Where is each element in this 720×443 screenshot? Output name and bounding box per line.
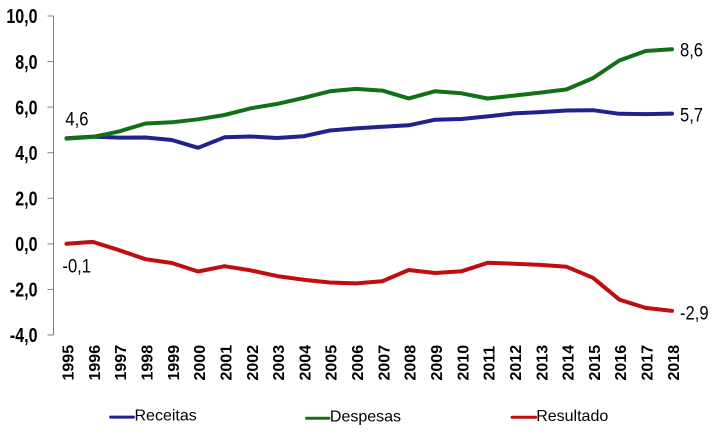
svg-text:2018: 2018 bbox=[666, 345, 683, 381]
svg-text:2006: 2006 bbox=[350, 345, 367, 381]
svg-text:2003: 2003 bbox=[271, 345, 288, 381]
svg-text:1999: 1999 bbox=[166, 345, 183, 381]
svg-text:2000: 2000 bbox=[192, 345, 209, 381]
svg-text:2009: 2009 bbox=[429, 345, 446, 381]
svg-text:-4,0: -4,0 bbox=[10, 325, 38, 347]
svg-text:2013: 2013 bbox=[534, 345, 551, 381]
svg-text:-2,0: -2,0 bbox=[10, 279, 38, 301]
svg-text:1997: 1997 bbox=[113, 345, 130, 381]
svg-text:1998: 1998 bbox=[139, 345, 156, 381]
svg-text:2015: 2015 bbox=[587, 345, 604, 381]
svg-text:Resultado: Resultado bbox=[536, 408, 608, 425]
svg-text:2016: 2016 bbox=[613, 345, 630, 381]
svg-text:-0,1: -0,1 bbox=[62, 255, 91, 277]
svg-text:2001: 2001 bbox=[218, 345, 235, 381]
svg-text:2008: 2008 bbox=[403, 345, 420, 381]
svg-text:1996: 1996 bbox=[87, 345, 104, 381]
svg-text:4,0: 4,0 bbox=[15, 142, 37, 164]
svg-text:Receitas: Receitas bbox=[135, 408, 197, 425]
svg-text:2010: 2010 bbox=[455, 345, 472, 381]
svg-text:2,0: 2,0 bbox=[15, 188, 37, 210]
svg-text:2014: 2014 bbox=[561, 345, 578, 381]
svg-text:10,0: 10,0 bbox=[6, 6, 37, 28]
svg-text:2004: 2004 bbox=[297, 345, 314, 381]
svg-text:0,0: 0,0 bbox=[15, 233, 37, 255]
svg-text:2012: 2012 bbox=[508, 345, 525, 381]
svg-text:8,0: 8,0 bbox=[15, 51, 37, 73]
svg-text:4,6: 4,6 bbox=[65, 108, 88, 130]
svg-text:1995: 1995 bbox=[60, 345, 77, 381]
svg-text:5,7: 5,7 bbox=[680, 104, 703, 126]
svg-text:Despesas: Despesas bbox=[330, 409, 401, 426]
svg-text:-2,9: -2,9 bbox=[680, 302, 709, 324]
svg-text:2007: 2007 bbox=[376, 345, 393, 381]
svg-text:2011: 2011 bbox=[482, 346, 499, 381]
svg-text:2002: 2002 bbox=[245, 345, 262, 381]
svg-text:6,0: 6,0 bbox=[15, 97, 37, 119]
svg-text:8,6: 8,6 bbox=[680, 39, 703, 61]
svg-text:2017: 2017 bbox=[640, 345, 657, 381]
svg-text:2005: 2005 bbox=[324, 345, 341, 381]
